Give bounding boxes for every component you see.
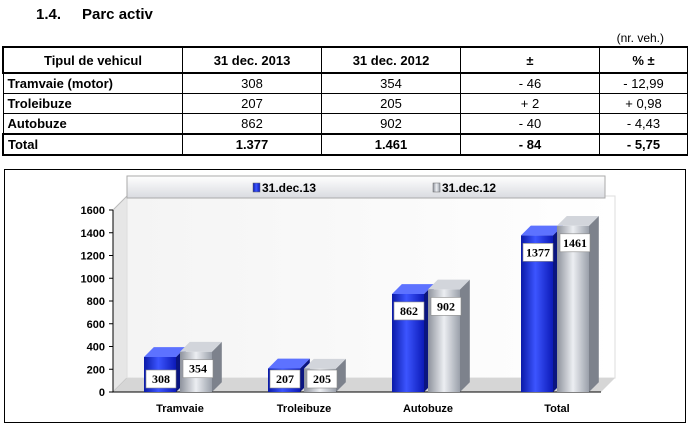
bar-top [428,279,470,290]
data-label: 902 [437,299,455,313]
data-label-box [306,369,338,389]
data-label-box [522,243,554,262]
section-number: 1.4. [36,6,62,23]
cell-2013: 308 [182,72,322,94]
table-row: Autobuze 862 902 - 40 - 4,43 [2,113,688,135]
data-label-box [430,297,462,316]
data-label: 205 [313,372,331,386]
legend-swatch [432,182,441,193]
bar-top [268,358,310,369]
header-percent: % ± [599,46,688,74]
cell-diff: - 40 [460,113,600,135]
data-label-box [559,233,591,253]
cell-total-label: Total [2,133,183,156]
chart-frame: 0 200 400 600 800 1000 1200 1400 1600 31.dec.13 31… [4,169,686,423]
legend-label: 31.dec.13 [262,181,316,195]
bar-side [589,216,599,392]
table-total-row: Total 1.377 1.461 - 84 - 5,75 [2,133,688,156]
table-header-row: Tipul de vehicul 31 dec. 2013 31 dec. 20… [2,46,688,74]
x-tick-label: Total [544,403,569,415]
bar-top [521,225,563,236]
cell-2012: 205 [321,93,461,114]
y-tick-label: 200 [87,364,105,376]
header-2013: 31 dec. 2013 [182,46,322,74]
cell-total-2012: 1.461 [321,133,461,156]
fleet-table: Tipul de vehicul 31 dec. 2013 31 dec. 20… [2,46,688,156]
bar [557,225,589,392]
bar-top [557,216,599,226]
legend-swatch [252,182,261,193]
x-tick-label: Tramvaie [156,403,204,415]
cell-vehicle: Tramvaie (motor) [2,72,183,94]
cell-percent: - 12,99 [599,72,688,94]
cell-diff: + 2 [460,93,600,114]
data-label-box [145,369,177,389]
y-tick-label: 0 [99,387,105,399]
data-label-box [269,369,301,389]
y-tick-label: 600 [87,319,105,331]
cell-percent: + 0,98 [599,93,688,114]
chart-floor [113,378,615,392]
data-label: 207 [276,372,294,386]
data-label: 1461 [563,236,587,250]
data-label: 308 [152,372,170,386]
bar-top [144,347,186,357]
header-diff: ± [460,46,600,74]
data-label-box [393,301,425,321]
cell-total-percent: - 5,75 [599,133,688,156]
bar-top [392,284,434,294]
cell-2013: 207 [182,93,322,114]
section-heading: 1.4. Parc activ [36,6,153,23]
cell-total-2013: 1.377 [182,133,322,156]
bar-side [336,358,346,392]
y-tick-label: 800 [87,296,105,308]
cell-2013: 862 [182,113,322,135]
cell-percent: - 4,43 [599,113,688,135]
legend-label: 31.dec.12 [442,181,496,195]
bar-side [212,341,222,392]
table-row: Troleibuze 207 205 + 2 + 0,98 [2,93,688,114]
y-tick-label: 400 [87,342,105,354]
cell-vehicle: Troleibuze [2,93,183,114]
x-tick-label: Troleibuze [277,403,331,415]
cell-diff: - 46 [460,72,600,94]
bar-chart: 0 200 400 600 800 1000 1200 1400 1600 31.dec.13 31… [81,175,616,415]
unit-note: (nr. veh.) [616,31,664,45]
cell-2012: 902 [321,113,461,135]
data-label-box [182,359,214,379]
section-title: Parc activ [82,6,153,23]
cell-total-diff: - 84 [460,133,600,156]
bar-top [180,341,222,352]
header-2012: 31 dec. 2012 [321,46,461,74]
data-label: 1377 [526,245,550,259]
cell-2012: 354 [321,72,461,94]
data-label: 354 [189,362,207,376]
y-tick-label: 1200 [81,251,105,263]
bar-side [460,279,470,392]
chart-side-wall [112,194,128,394]
table-row: Tramvaie (motor) 308 354 - 46 - 12,99 [2,72,688,94]
cell-vehicle: Autobuze [2,113,183,135]
data-label: 862 [400,304,418,318]
x-tick-label: Autobuze [403,403,453,415]
header-vehicle-type: Tipul de vehicul [2,46,183,74]
bar-top [304,358,346,369]
y-tick-label: 1600 [81,205,105,217]
y-tick-label: 1000 [81,273,105,285]
y-tick-label: 1400 [81,228,105,240]
legend-box [126,175,606,199]
